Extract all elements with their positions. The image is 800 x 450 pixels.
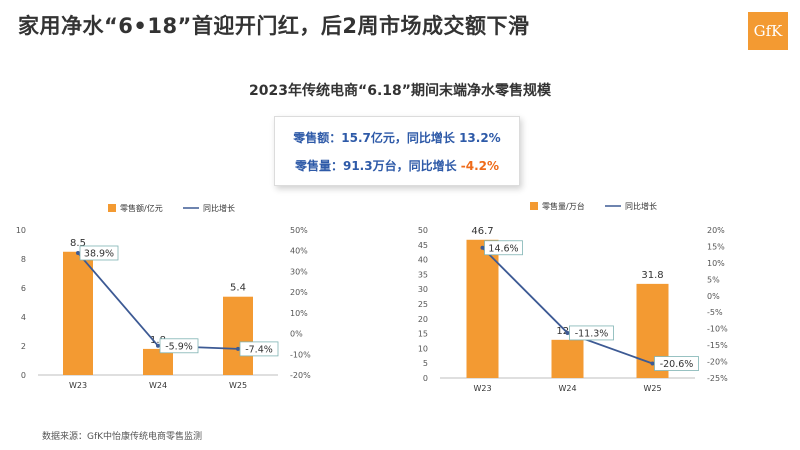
bar (223, 296, 253, 375)
x-tick-label: W24 (149, 381, 167, 390)
growth-label-box (79, 245, 119, 261)
growth-label-text: 38.9% (84, 248, 114, 259)
bar (143, 348, 173, 375)
y-tick-label: 0 (21, 371, 26, 380)
y2-tick-label: 20% (290, 288, 308, 297)
legend-bar-label: 零售额/亿元 (120, 203, 163, 213)
legend-bar-swatch (530, 202, 538, 210)
growth-data-label: -11.3% (569, 325, 614, 341)
bar-value-label: 1.8 (150, 335, 166, 346)
summary-volume-text: 零售量：91.3万台，同比增长 (294, 159, 461, 173)
y-tick-label: 0 (423, 374, 428, 383)
y2-tick-label: 50% (290, 226, 308, 235)
y-tick-label: 4 (21, 313, 26, 322)
y-tick-label: 10 (16, 226, 26, 235)
data-source: 数据来源：GfK中怡康传统电商零售监测 (42, 432, 203, 442)
y-tick-label: 8 (21, 255, 26, 264)
page-headline: 家用净水“6•18”首迎开门红，后2周市场成交额下滑 (18, 14, 530, 38)
y-tick-label: 15 (418, 330, 428, 339)
growth-label-box (159, 338, 199, 354)
growth-label-box (569, 325, 614, 341)
y-tick-label: 30 (418, 285, 428, 294)
x-tick-label: W24 (558, 384, 576, 393)
bar-value-label: 46.7 (471, 226, 493, 237)
growth-label-box (239, 341, 279, 357)
chart-legend: 零售量/万台 同比增长 (530, 201, 657, 211)
y-tick-label: 25 (418, 300, 428, 309)
y2-tick-label: 15% (707, 242, 725, 251)
growth-point (565, 330, 570, 335)
y2-tick-label: 40% (290, 247, 308, 256)
summary-box: 零售额：15.7亿元，同比增长 13.2% 零售量：91.3万台，同比增长 -4… (274, 116, 520, 186)
growth-data-label: 38.9% (79, 245, 119, 261)
growth-data-label: -7.4% (239, 341, 279, 357)
y2-tick-label: 0% (290, 330, 303, 339)
summary-volume-growth: -4.2% (460, 159, 500, 173)
y2-tick-label: -10% (707, 325, 728, 334)
growth-point (156, 343, 160, 348)
y-tick-label: 20 (418, 315, 428, 324)
growth-label-box (654, 356, 699, 371)
bar (63, 251, 93, 375)
bar-value-label: 8.5 (70, 238, 86, 249)
y2-tick-label: 20% (707, 226, 725, 235)
growth-label-text: -5.9% (165, 341, 193, 352)
growth-data-label: 14.6% (484, 240, 523, 256)
y2-tick-label: 5% (707, 275, 720, 284)
growth-point (76, 250, 80, 255)
bar (551, 339, 584, 378)
x-tick-label: W25 (643, 384, 661, 393)
y-tick-label: 10 (418, 344, 428, 353)
growth-point (236, 346, 240, 351)
bar-value-label: 5.4 (230, 283, 246, 294)
bar (466, 239, 499, 378)
x-tick-label: W23 (69, 381, 87, 390)
summary-retail-value: 零售额：15.7亿元，同比增长 13.2% (293, 131, 501, 145)
growth-label-text: -20.6% (660, 359, 694, 370)
growth-point (480, 245, 485, 250)
legend-line-label: 同比增长 (203, 203, 235, 213)
y2-tick-label: -20% (290, 371, 311, 380)
y2-tick-label: 30% (290, 267, 308, 276)
x-tick-label: W23 (473, 384, 491, 393)
y2-tick-label: 10% (290, 309, 308, 318)
legend-bar-label: 零售量/万台 (542, 201, 585, 211)
y2-tick-label: 0% (707, 292, 720, 301)
y2-tick-label: -10% (290, 350, 311, 359)
y2-tick-label: 10% (707, 259, 725, 268)
y2-tick-label: -25% (707, 374, 728, 383)
y-tick-label: 35 (418, 270, 428, 279)
y2-tick-label: -20% (707, 358, 728, 367)
chart-subtitle: 2023年传统电商“6.18”期间末端净水零售规模 (249, 83, 551, 99)
y-tick-label: 2 (21, 342, 26, 351)
bar-value-label: 31.8 (641, 270, 663, 281)
y-tick-label: 45 (418, 241, 428, 250)
growth-label-text: -7.4% (245, 344, 273, 355)
retail-volume-chart: 零售量/万台 同比增长 0 5 10 15 20 25 30 35 40 45 50 -25% -20% -1… (418, 201, 728, 393)
chart-legend: 零售额/亿元 同比增长 (108, 203, 235, 213)
growth-label-text: -11.3% (575, 328, 609, 339)
legend-bar-swatch (108, 204, 116, 212)
y2-tick-label: -5% (707, 308, 723, 317)
y2-tick-label: -15% (707, 341, 728, 350)
growth-point (650, 361, 655, 366)
retail-value-chart: 零售额/亿元 同比增长 0 2 4 6 8 10 -20% -10% 0% 10% 20% 30% 40% 5… (16, 203, 311, 390)
gfk-logo: GfK (748, 12, 788, 50)
y-tick-label: 40 (418, 256, 428, 265)
legend-line-label: 同比增长 (625, 201, 657, 211)
y-tick-label: 6 (21, 284, 26, 293)
growth-data-label: -5.9% (159, 338, 199, 354)
x-tick-label: W25 (229, 381, 247, 390)
summary-retail-volume: 零售量：91.3万台，同比增长 -4.2% (275, 157, 519, 174)
growth-label-box (484, 240, 523, 256)
growth-data-label: -20.6% (654, 356, 699, 371)
y-tick-label: 5 (423, 359, 428, 368)
growth-label-text: 14.6% (488, 243, 518, 254)
y-tick-label: 50 (418, 226, 428, 235)
